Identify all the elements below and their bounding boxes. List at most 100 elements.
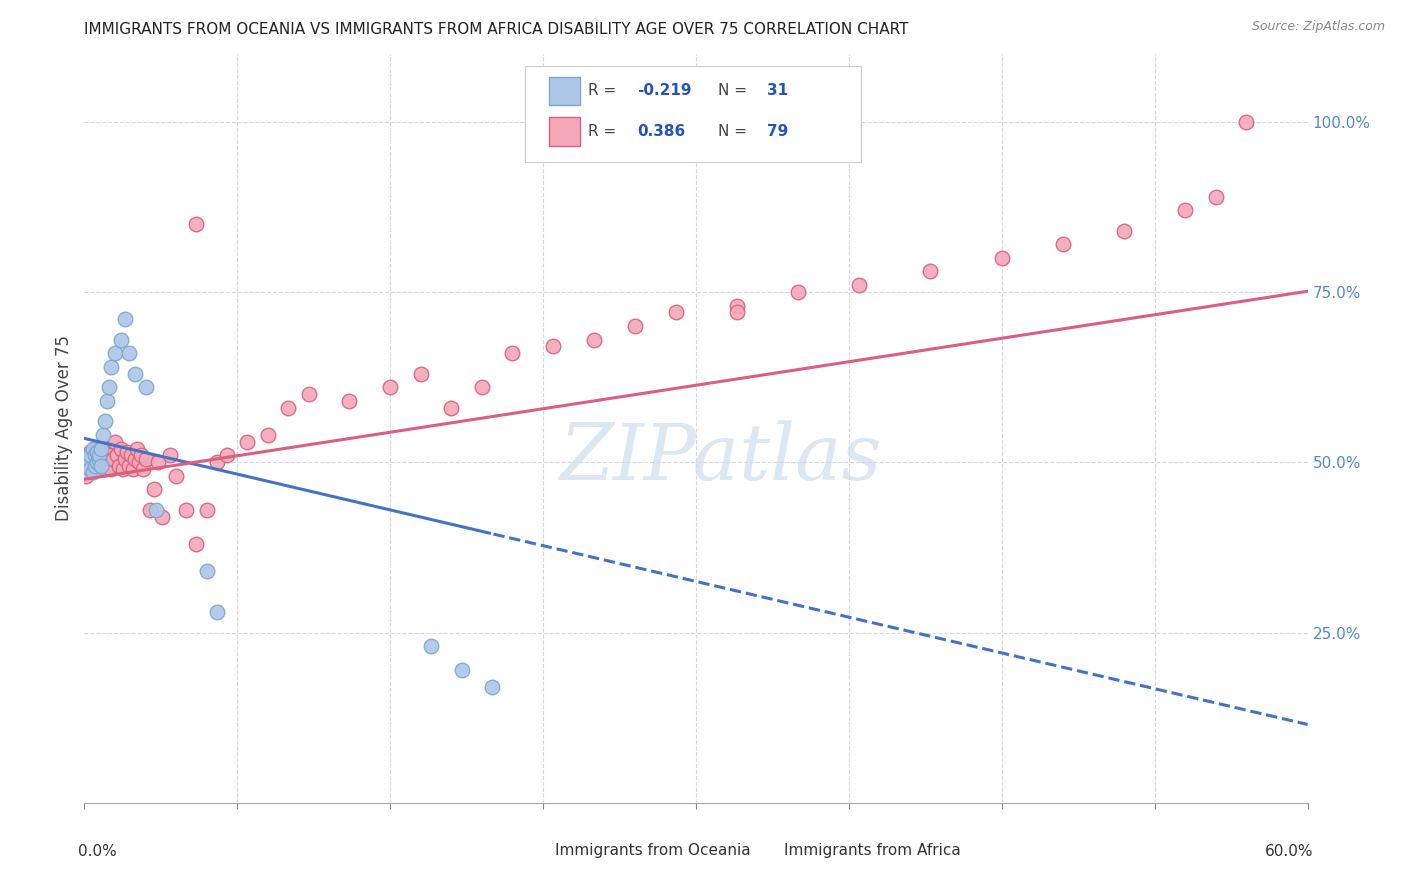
Point xyxy=(86,449,108,463)
Point xyxy=(91,455,114,469)
Text: -0.219: -0.219 xyxy=(637,84,692,98)
Point xyxy=(195,503,218,517)
Point xyxy=(186,217,208,231)
Point xyxy=(624,318,647,333)
FancyBboxPatch shape xyxy=(550,117,579,145)
Point xyxy=(1174,203,1197,218)
Point xyxy=(87,451,110,466)
Point xyxy=(380,380,402,394)
Point xyxy=(142,483,165,497)
Point xyxy=(90,458,112,473)
Point xyxy=(93,414,115,428)
Point xyxy=(131,449,153,463)
Point xyxy=(991,251,1014,265)
Point xyxy=(114,451,136,466)
Point xyxy=(86,445,108,459)
Point xyxy=(583,333,606,347)
Point xyxy=(96,451,118,466)
Point xyxy=(77,455,100,469)
Point xyxy=(75,468,97,483)
Point xyxy=(79,449,101,463)
Point xyxy=(101,451,124,466)
Point xyxy=(112,462,135,476)
Text: IMMIGRANTS FROM OCEANIA VS IMMIGRANTS FROM AFRICA DISABILITY AGE OVER 75 CORRELA: IMMIGRANTS FROM OCEANIA VS IMMIGRANTS FR… xyxy=(84,22,908,37)
Text: N =: N = xyxy=(718,124,752,139)
Point xyxy=(90,442,112,456)
Point xyxy=(665,305,688,319)
Point xyxy=(128,455,150,469)
Point xyxy=(124,451,146,466)
Point xyxy=(118,346,141,360)
Point xyxy=(75,455,97,469)
Point xyxy=(83,442,105,456)
Point xyxy=(205,455,228,469)
Point xyxy=(108,458,131,473)
Point xyxy=(848,278,870,293)
Point xyxy=(79,462,101,476)
Point xyxy=(481,680,503,694)
Point xyxy=(787,285,810,299)
Point xyxy=(86,455,108,469)
Point xyxy=(87,442,110,456)
Point xyxy=(725,299,748,313)
Text: 31: 31 xyxy=(766,84,787,98)
Point xyxy=(339,393,361,408)
Point xyxy=(93,449,115,463)
Point xyxy=(174,503,197,517)
Point xyxy=(420,639,443,653)
Text: 0.0%: 0.0% xyxy=(79,844,117,859)
Text: R =: R = xyxy=(588,84,621,98)
Point xyxy=(195,564,218,578)
Text: Immigrants from Africa: Immigrants from Africa xyxy=(785,843,960,857)
Y-axis label: Disability Age Over 75: Disability Age Over 75 xyxy=(55,335,73,521)
Point xyxy=(205,605,228,619)
Point xyxy=(165,468,187,483)
Point xyxy=(104,434,127,449)
Text: Immigrants from Oceania: Immigrants from Oceania xyxy=(555,843,751,857)
Point xyxy=(118,458,141,473)
Text: 0.386: 0.386 xyxy=(637,124,686,139)
Point xyxy=(920,264,942,278)
Point xyxy=(159,449,181,463)
Point xyxy=(90,449,112,463)
FancyBboxPatch shape xyxy=(550,77,579,105)
Point xyxy=(146,455,169,469)
Point xyxy=(100,359,122,374)
Point xyxy=(145,503,167,517)
Point xyxy=(86,462,108,476)
Point xyxy=(77,449,100,463)
Point xyxy=(409,367,432,381)
FancyBboxPatch shape xyxy=(751,837,778,862)
Point xyxy=(450,663,472,677)
Point xyxy=(79,445,101,459)
Point xyxy=(79,458,101,473)
Point xyxy=(122,462,145,476)
Point xyxy=(105,449,128,463)
Text: R =: R = xyxy=(588,124,621,139)
Point xyxy=(82,442,104,456)
Point xyxy=(277,401,299,415)
Point xyxy=(440,401,463,415)
Point xyxy=(91,428,114,442)
Text: 60.0%: 60.0% xyxy=(1265,844,1313,859)
Point xyxy=(186,537,208,551)
Point xyxy=(257,428,280,442)
Point xyxy=(96,442,118,456)
Text: 79: 79 xyxy=(766,124,789,139)
Point xyxy=(217,449,239,463)
Text: ZIPatlas: ZIPatlas xyxy=(560,420,882,496)
Point xyxy=(82,466,104,480)
Point xyxy=(90,462,112,476)
Point xyxy=(135,380,157,394)
Point xyxy=(1052,237,1074,252)
Point xyxy=(124,367,146,381)
Point xyxy=(97,458,120,473)
Point xyxy=(115,445,138,459)
FancyBboxPatch shape xyxy=(524,66,860,162)
Point xyxy=(104,346,127,360)
Point xyxy=(83,458,105,473)
Point xyxy=(87,449,110,463)
Point xyxy=(135,451,157,466)
Point xyxy=(110,442,132,456)
Point xyxy=(114,312,136,326)
